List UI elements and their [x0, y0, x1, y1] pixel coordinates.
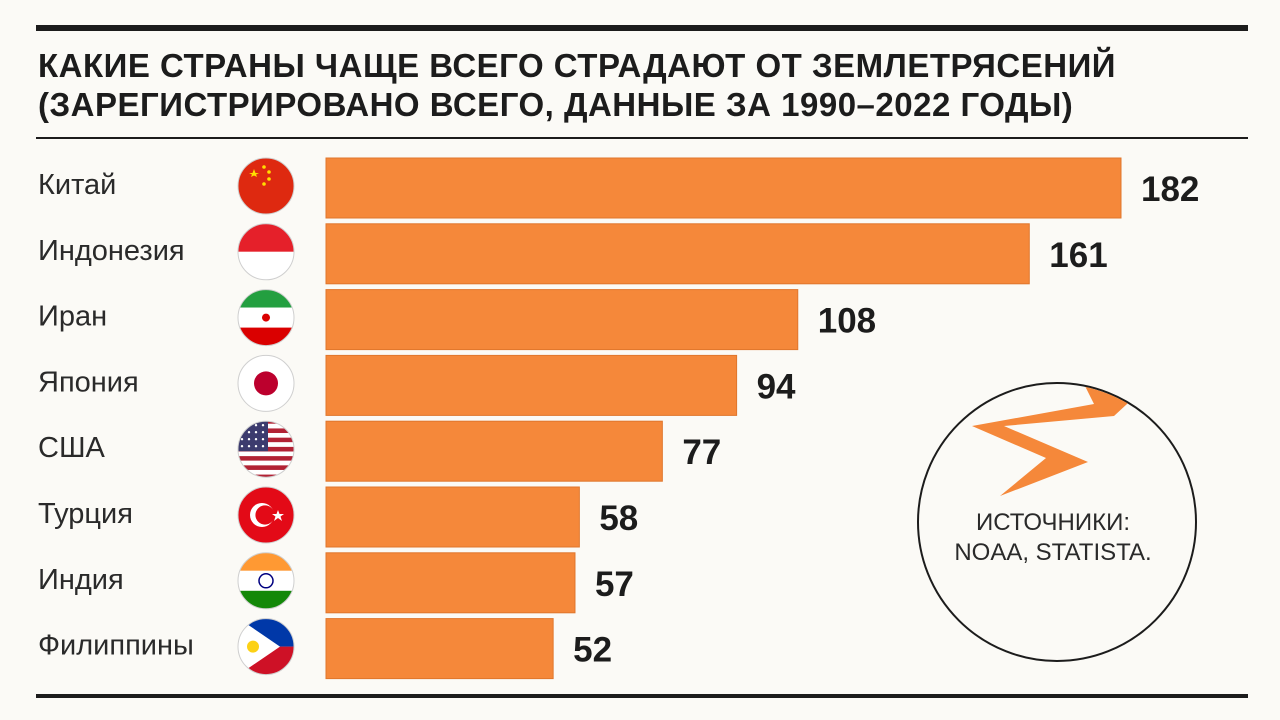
bar-outline [325, 420, 663, 482]
bar-0 [326, 158, 1121, 218]
india-flag-icon [237, 552, 295, 610]
bar-7 [326, 618, 554, 679]
turkey-flag-icon [237, 486, 295, 544]
flags-layer [237, 157, 295, 676]
bar-outline [325, 157, 1122, 219]
value-label: 94 [757, 367, 796, 406]
bar-6 [326, 552, 575, 613]
bars-layer [326, 158, 1121, 679]
bar-outline [325, 618, 554, 680]
iran-flag-icon [237, 289, 295, 347]
source-text: ИСТОЧНИКИ: NOAA, STATISTA. [920, 508, 1186, 568]
bar-1 [326, 223, 1030, 284]
title-rule [36, 137, 1248, 139]
bottom-rule [36, 694, 1248, 698]
category-label: Иран [38, 301, 107, 333]
philippines-flag-icon [237, 618, 295, 676]
category-label: Филиппины [38, 630, 194, 662]
value-label: 182 [1141, 170, 1199, 209]
source-circle [917, 382, 1197, 662]
value-label: 108 [818, 302, 876, 341]
bar-outline [325, 289, 799, 351]
category-label: Китай [38, 169, 116, 201]
china-flag-icon [237, 157, 295, 215]
bar-2 [326, 289, 798, 350]
japan-flag-icon [237, 354, 295, 412]
category-label: Индия [38, 564, 124, 596]
source-label: ИСТОЧНИКИ: [976, 509, 1130, 536]
bar-outline [325, 486, 580, 548]
bar-3 [326, 355, 737, 416]
bar-outline [325, 552, 576, 614]
category-label: США [38, 432, 106, 464]
title-line-2: (ЗАРЕГИСТРИРОВАНО ВСЕГО, ДАННЫЕ ЗА 1990–… [38, 86, 1074, 123]
bar-outline [325, 223, 1030, 285]
lightning-bolt-icon [972, 384, 1140, 496]
value-label: 77 [682, 433, 721, 472]
value-labels: 182 161 108 94 77 58 57 52 [573, 170, 1199, 670]
bar-separators [325, 157, 1122, 680]
title-line-1: КАКИЕ СТРАНЫ ЧАЩЕ ВСЕГО СТРАДАЮТ ОТ ЗЕМЛ… [38, 47, 1117, 84]
bar-5 [326, 487, 580, 547]
source-names: NOAA, STATISTA. [954, 539, 1152, 566]
category-labels: Китай Индонезия Иран Япония США Турция Индия Фи… [38, 169, 194, 662]
chart-title: КАКИЕ СТРАНЫ ЧАЩЕ ВСЕГО СТРАДАЮТ ОТ ЗЕМЛ… [38, 46, 1238, 124]
usa-flag-icon [237, 420, 295, 478]
value-label: 57 [595, 565, 634, 604]
source-badge [917, 382, 1197, 662]
bar-outline [325, 354, 738, 416]
value-label: 58 [599, 499, 638, 538]
top-rule [36, 25, 1248, 31]
value-label: 52 [573, 631, 612, 670]
indonesia-flag-icon [237, 223, 295, 281]
category-label: Индонезия [38, 235, 185, 267]
value-label: 161 [1049, 236, 1107, 275]
category-label: Япония [38, 366, 139, 398]
bar-4 [326, 421, 663, 482]
category-label: Турция [38, 498, 133, 530]
